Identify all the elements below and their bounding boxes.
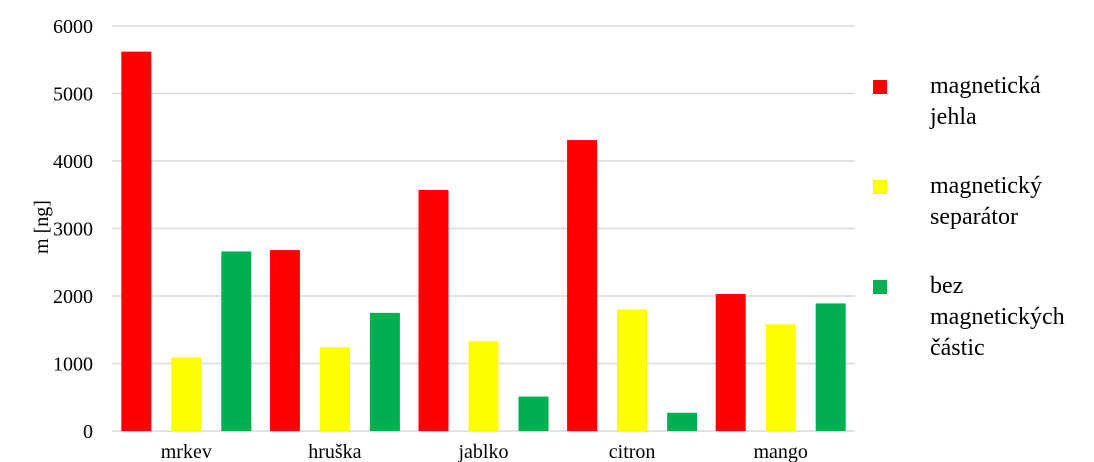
- bar-mango-1: [715, 293, 746, 431]
- bar-hruška-2: [319, 347, 350, 431]
- legend-label-line: jehla: [929, 104, 977, 130]
- legend-swatch: [873, 80, 887, 94]
- legend: magnetická jehla magnetický separátor bez mag…: [873, 73, 1065, 361]
- legend-item: magnetická jehla: [873, 73, 1041, 130]
- legend-label-line: separátor: [930, 204, 1018, 230]
- y-tick-label: 0: [83, 421, 93, 443]
- bar-mrkev-1: [121, 51, 152, 432]
- y-tick-label: 1000: [53, 354, 93, 376]
- x-tick-label: mango: [753, 441, 807, 462]
- x-tick-label: jablko: [458, 441, 509, 462]
- y-tick-label: 3000: [53, 219, 93, 241]
- y-tick-label: 4000: [53, 151, 93, 173]
- x-tick-label: citron: [609, 441, 656, 462]
- x-axis-ticks: mrkev hruška jablko citron mango: [161, 441, 808, 462]
- bar-jablko-3: [518, 396, 549, 431]
- legend-label-line: magnetická: [930, 73, 1041, 99]
- bar-jablko-1: [418, 190, 449, 431]
- legend-label-line: částic: [930, 335, 985, 361]
- x-tick-label: mrkev: [161, 441, 212, 462]
- bars: [121, 51, 846, 432]
- bar-mrkev-3: [221, 251, 252, 431]
- legend-label: bez magnetických částic: [930, 273, 1065, 361]
- y-tick-label: 6000: [53, 16, 93, 38]
- legend-label-line: magnetických: [930, 304, 1065, 330]
- bar-mango-2: [765, 324, 796, 431]
- legend-label-line: magnetický: [930, 173, 1042, 199]
- y-axis-title: m [ng]: [31, 200, 53, 254]
- bar-jablko-2: [468, 341, 499, 431]
- bar-mango-3: [815, 303, 846, 431]
- y-tick-label: 2000: [53, 286, 93, 308]
- bar-hruška-1: [269, 250, 300, 431]
- x-tick-label: hruška: [308, 441, 361, 462]
- bar-citron-3: [667, 412, 698, 431]
- legend-label: magnetická jehla: [929, 73, 1041, 130]
- y-axis-ticks: 0 1000 2000 3000 4000 5000 6000: [53, 16, 93, 443]
- legend-label: magnetický separátor: [930, 173, 1042, 230]
- legend-item: magnetický separátor: [873, 173, 1042, 230]
- legend-item: bez magnetických částic: [873, 273, 1065, 361]
- bar-hruška-3: [369, 312, 400, 431]
- bar-citron-1: [567, 140, 598, 431]
- bar-citron-2: [617, 309, 648, 431]
- legend-label-line: bez: [930, 273, 963, 299]
- bar-mrkev-2: [171, 357, 202, 431]
- y-tick-label: 5000: [53, 84, 93, 106]
- legend-swatch: [873, 280, 887, 294]
- legend-swatch: [873, 180, 887, 194]
